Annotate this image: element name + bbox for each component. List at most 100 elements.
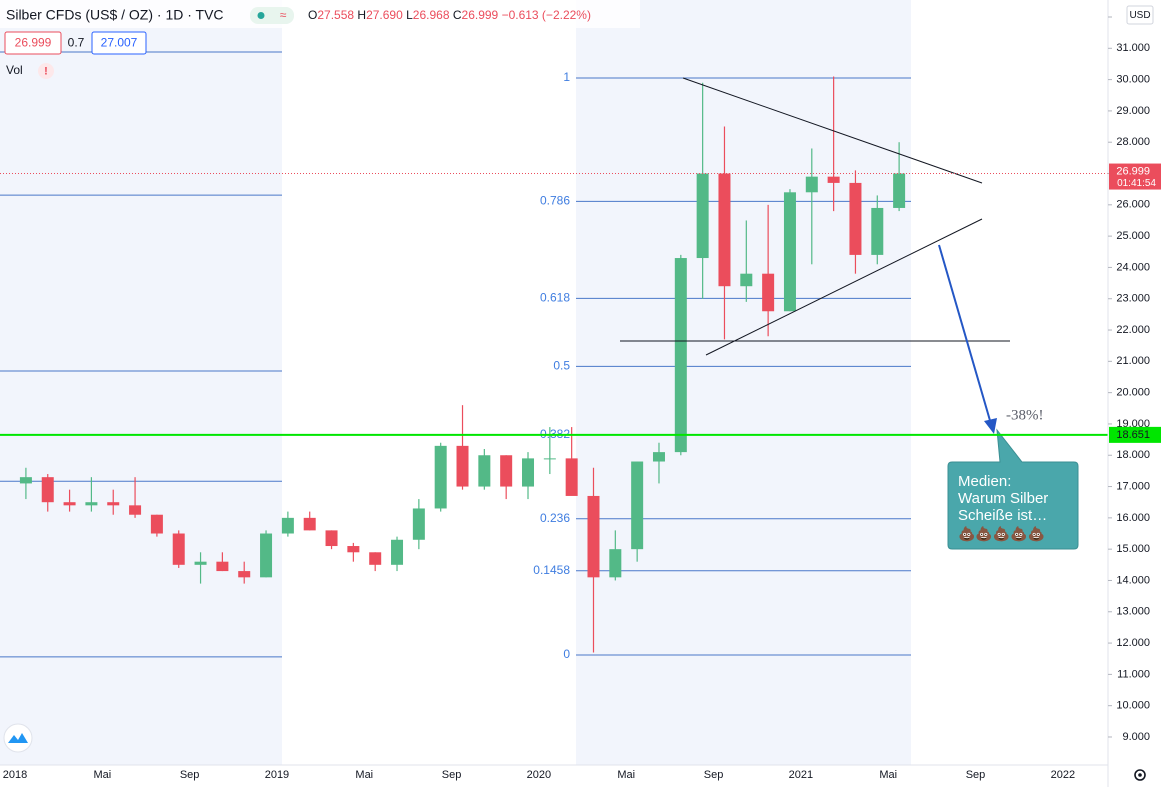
ohlc-key: H [357, 8, 366, 22]
currency-box[interactable] [1126, 5, 1154, 25]
x-tick-label: Sep [966, 769, 986, 781]
candle-body [238, 571, 251, 578]
candle-body [631, 461, 644, 550]
candle-body [478, 455, 491, 487]
time-axis [0, 765, 1108, 787]
market-status[interactable] [250, 7, 294, 24]
ask[interactable]: 27.007 [101, 36, 138, 50]
settings-icon-center [1138, 773, 1142, 777]
x-tick-label: 2020 [527, 769, 551, 781]
y-tick-label: 23.000 [1116, 293, 1150, 305]
y-tick-label: 24.000 [1116, 261, 1150, 273]
x-tick-label: Sep [442, 769, 462, 781]
candle-body [347, 546, 360, 553]
y-tick-label: 31.000 [1116, 42, 1150, 54]
candle-body [587, 495, 600, 578]
logo-mark [8, 733, 28, 743]
settings-icon[interactable] [1134, 769, 1146, 781]
volume-label[interactable]: Vol [6, 63, 23, 77]
y-tick-label: 28.000 [1116, 136, 1150, 148]
countdown: 01:41:54 [1117, 178, 1156, 189]
fib-label: 1 [563, 70, 570, 84]
fib-label: 0.786 [540, 194, 570, 208]
y-tick-label: 16.000 [1116, 512, 1150, 524]
fib-label: 0 [563, 647, 570, 661]
y-tick-label: 14.000 [1116, 574, 1150, 586]
callout: Medien: Warum Silber Scheiße ist… 💩💩💩💩💩 [947, 428, 1079, 550]
callout-box [947, 428, 1079, 550]
arrow [938, 244, 992, 425]
warning[interactable]: ! [44, 65, 48, 77]
candle-body [456, 445, 469, 487]
ohlc-value: 27.690 [366, 8, 403, 22]
candle-body [19, 477, 32, 484]
change-note: -38%! [1006, 407, 1044, 423]
candle-body [827, 176, 840, 183]
trendline [682, 77, 983, 184]
candle-body [216, 561, 229, 572]
candle-body [893, 173, 906, 208]
callout-text: Scheiße ist… [958, 507, 1047, 524]
x-tick-label: Sep [180, 769, 200, 781]
x-tick-label: 2018 [3, 769, 27, 781]
logo[interactable] [3, 723, 33, 753]
fib-zone [0, 0, 282, 765]
ask-box[interactable] [91, 31, 147, 55]
ohlc-value: 26.999 [462, 8, 499, 22]
bid-box[interactable] [4, 31, 62, 55]
candle-body [150, 514, 163, 534]
spread: 0.7 [68, 36, 85, 50]
candle-body [281, 517, 294, 534]
candle-body [391, 539, 404, 565]
candle-body [674, 258, 687, 453]
bid[interactable]: 26.999 [15, 36, 52, 50]
currency[interactable]: USD [1129, 10, 1150, 21]
candle-body [303, 517, 316, 531]
candle-body [543, 458, 556, 460]
x-tick-label: 2021 [789, 769, 813, 781]
candle-body [783, 192, 796, 312]
fib-label: 0.5 [553, 359, 570, 373]
x-tick-label: Mai [355, 769, 373, 781]
y-tick-label: 9.000 [1122, 731, 1150, 743]
ohlc-value: 26.968 [413, 8, 450, 22]
ohlc-key: C [453, 8, 462, 22]
y-tick-label: 25.000 [1116, 230, 1150, 242]
arrow-head [984, 418, 997, 434]
x-tick-label: 2022 [1051, 769, 1075, 781]
y-tick-label: 11.000 [1117, 668, 1150, 680]
candle-body [805, 176, 818, 193]
y-tick-label: 12.000 [1116, 637, 1150, 649]
candle-body [369, 552, 382, 565]
ohlc-key: O [308, 8, 317, 22]
y-tick-label: 30.000 [1116, 74, 1150, 86]
candle-body [609, 549, 622, 578]
candle-body [522, 458, 535, 487]
candle-body [652, 452, 665, 462]
candle-body [260, 533, 273, 578]
callout-text: 💩💩💩💩💩 [958, 526, 1045, 543]
y-tick-label: 17.000 [1116, 480, 1150, 492]
support-badge [1109, 426, 1161, 443]
ohlc-change: −0.613 (−2.22%) [502, 8, 591, 22]
y-tick-label: 10.000 [1116, 700, 1150, 712]
last-price-badge [1109, 163, 1161, 190]
x-tick-label: Mai [879, 769, 897, 781]
y-tick-label: 21.000 [1116, 355, 1150, 367]
ohlc: O27.558 H27.690 L26.968 C26.999 −0.613 (… [308, 8, 591, 22]
candle-body [325, 530, 338, 547]
candle-body [129, 505, 142, 515]
status-dot [257, 12, 265, 19]
status-icon: ≈ [280, 8, 287, 22]
y-tick-label: 13.000 [1116, 606, 1150, 618]
candle-body [762, 273, 775, 312]
support-label: 18.651 [1116, 429, 1150, 441]
symbol-title[interactable]: Silber CFDs (US$ / OZ) · 1D · TVC [6, 7, 224, 23]
x-tick-label: Mai [617, 769, 635, 781]
candle-body [718, 173, 731, 287]
candle-body [412, 508, 425, 540]
warning-icon[interactable] [38, 63, 54, 79]
candle-body [500, 455, 513, 487]
candle-body [85, 502, 98, 506]
